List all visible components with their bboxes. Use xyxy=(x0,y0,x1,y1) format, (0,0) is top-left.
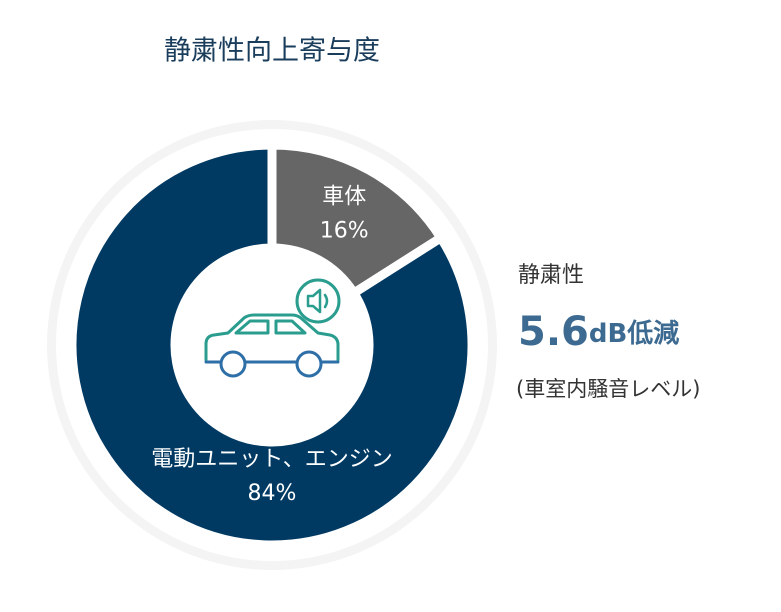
donut-hole xyxy=(175,248,369,442)
slice-value-label: 84% xyxy=(248,481,297,506)
annotation-value: 5.6dB低減 xyxy=(518,309,679,355)
slice-label: 電動ユニット、エンジン xyxy=(151,447,393,472)
slice-value-label: 16% xyxy=(320,219,369,244)
slice-label: 車体 xyxy=(322,185,366,210)
donut xyxy=(67,140,477,550)
chart-title: 静粛性向上寄与度 xyxy=(164,36,380,67)
annotation-label: 静粛性 xyxy=(518,263,584,288)
annotation-number: 5.6 xyxy=(518,309,589,355)
car-icon xyxy=(204,278,341,378)
slice xyxy=(267,140,448,300)
annotation-unit: dB低減 xyxy=(589,319,679,349)
annotation-note: (車室内騒音レベル) xyxy=(516,377,700,401)
